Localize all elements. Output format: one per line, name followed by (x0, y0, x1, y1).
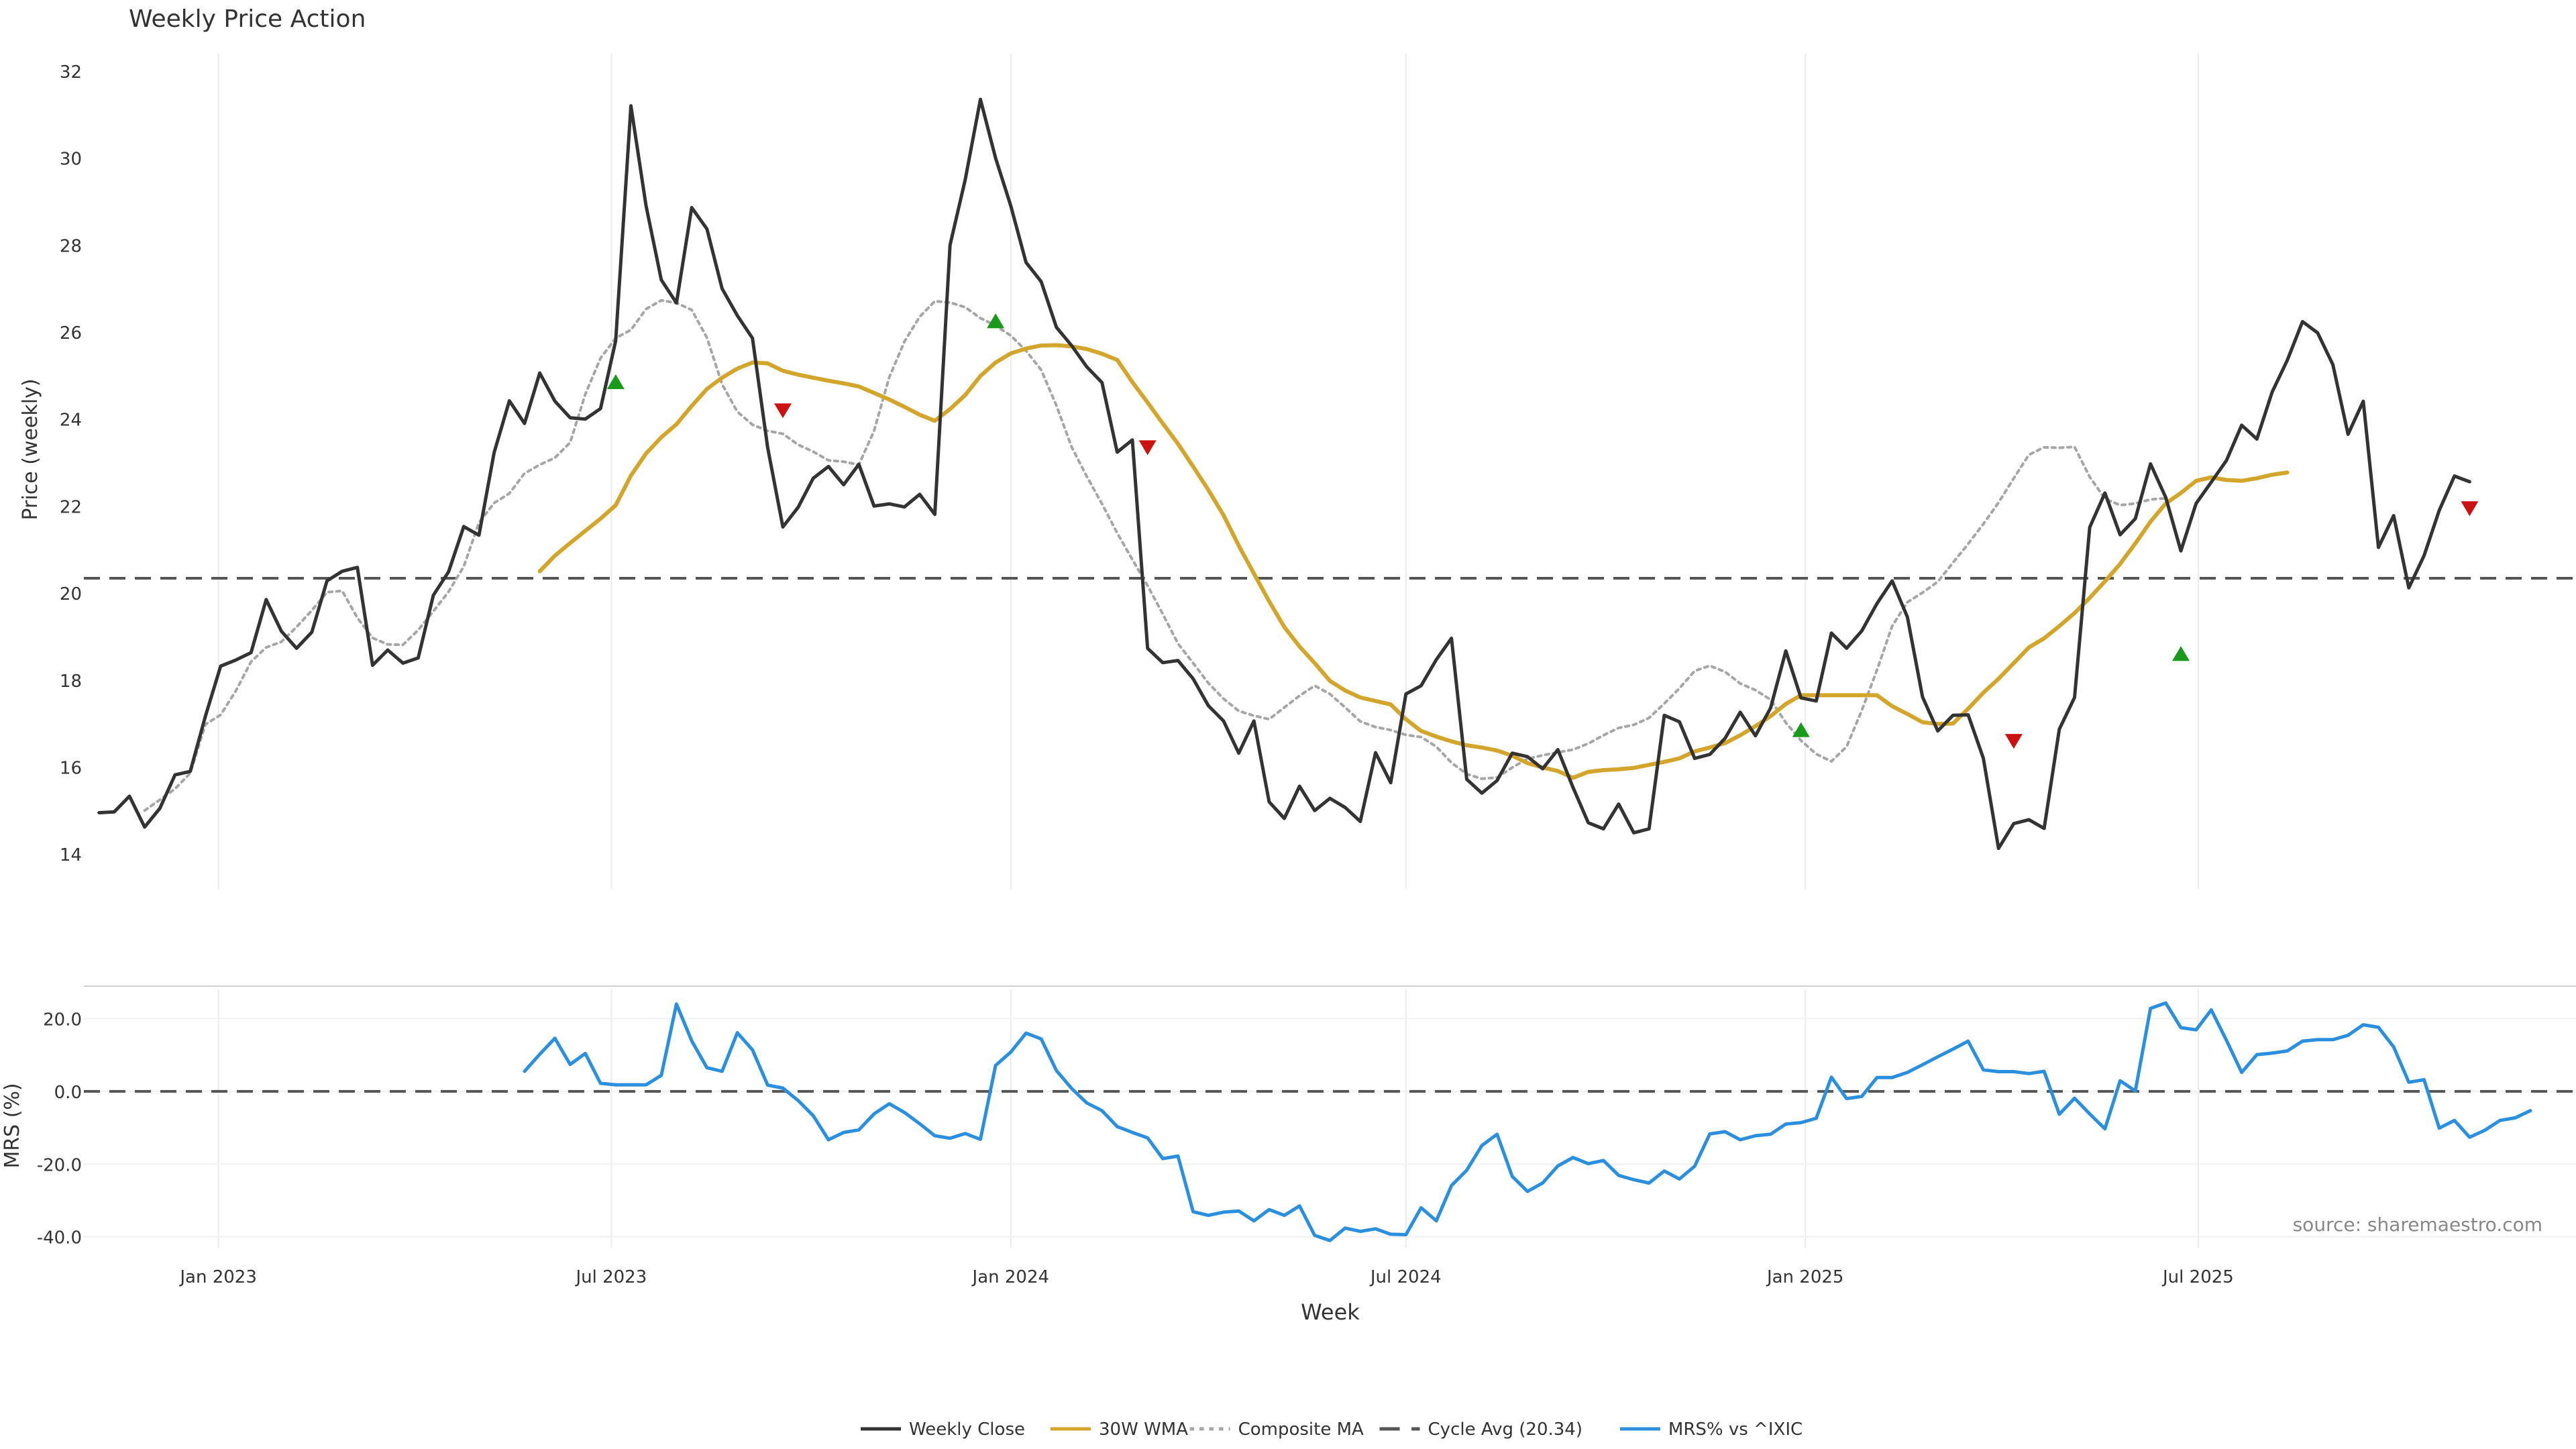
legend-label: Cycle Avg (20.34) (1428, 1419, 1582, 1440)
mrs-y-tick-label: -40.0 (37, 1228, 82, 1248)
mrs-line (523, 1001, 2532, 1242)
price-y-tick-label: 24 (60, 411, 82, 431)
price-y-tick-label: 20 (60, 584, 82, 604)
price-y-tick-label: 14 (60, 845, 82, 865)
legend-label: MRS% vs ^IXIC (1668, 1419, 1803, 1440)
mrs-series-group (523, 1001, 2532, 1242)
mrs-y-tick-label: 20.0 (43, 1010, 82, 1030)
x-tick-label: Jan 2023 (178, 1267, 257, 1287)
legend-label: 30W WMA (1099, 1419, 1188, 1440)
legend-item: Composite MA (1189, 1419, 1364, 1440)
buy-signal-marker (1792, 722, 1810, 737)
legend: Weekly Close 30W WMA Composite MA Cycle Avg… (861, 1419, 1803, 1440)
mrs-y-ticks: 20.0 0.0 -20.0 -40.0 (37, 1010, 82, 1248)
price-grid (217, 54, 2199, 889)
sell-signal-marker (2004, 734, 2023, 749)
x-axis-ticks: Jan 2023 Jul 2023 Jan 2024 Jul 2024 Jan 2025… (178, 1267, 2233, 1287)
x-tick-label: Jul 2025 (2161, 1267, 2234, 1287)
legend-label: Weekly Close (909, 1419, 1025, 1440)
legend-item: MRS% vs ^IXIC (1619, 1419, 1803, 1440)
price-y-tick-label: 32 (60, 62, 82, 83)
wma-30w-line (537, 343, 2290, 780)
mrs-y-tick-label: -20.0 (37, 1155, 82, 1175)
price-y-tick-label: 30 (60, 150, 82, 170)
x-tick-label: Jan 2024 (971, 1267, 1050, 1287)
mrs-grid (84, 989, 2576, 1248)
sell-signal-marker (1138, 440, 1157, 455)
x-tick-label: Jan 2025 (1766, 1267, 1844, 1287)
price-y-tick-label: 26 (60, 323, 82, 343)
sell-signal-marker (2461, 501, 2479, 517)
price-y-tick-label: 16 (60, 758, 82, 778)
legend-label: Composite MA (1238, 1419, 1364, 1440)
price-y-tick-label: 18 (60, 672, 82, 692)
legend-item: 30W WMA (1051, 1419, 1188, 1440)
source-annotation: source: sharemaestro.com (2293, 1214, 2542, 1236)
price-panel: 14 16 18 20 22 24 26 28 30 32 Weekly Price Action… (19, 5, 2576, 889)
price-markers (606, 313, 2479, 749)
legend-item: Cycle Avg (20.34) (1379, 1419, 1582, 1440)
x-axis-label: Week (1301, 1299, 1360, 1325)
mrs-y-axis-label: MRS (%) (1, 1083, 24, 1168)
chart-title: Weekly Price Action (129, 5, 366, 33)
mrs-panel: 20.0 0.0 -20.0 -40.0 MRS (%) source: sharem… (1, 985, 2576, 1248)
weekly-close-line (97, 97, 2471, 851)
x-tick-label: Jul 2023 (574, 1267, 647, 1287)
buy-signal-marker (987, 313, 1005, 329)
price-y-tick-label: 28 (60, 236, 82, 256)
price-y-tick-label: 22 (60, 497, 82, 517)
price-series-group (97, 97, 2471, 851)
price-y-ticks: 14 16 18 20 22 24 26 28 30 32 (60, 62, 82, 865)
sell-signal-marker (774, 403, 792, 419)
composite-ma-line (143, 299, 2167, 812)
mrs-y-tick-label: 0.0 (54, 1083, 82, 1103)
x-tick-label: Jul 2024 (1369, 1267, 1442, 1287)
price-y-axis-label: Price (weekly) (19, 378, 42, 520)
buy-signal-marker (2172, 646, 2190, 661)
legend-item: Weekly Close (861, 1419, 1025, 1440)
buy-signal-marker (606, 374, 625, 389)
